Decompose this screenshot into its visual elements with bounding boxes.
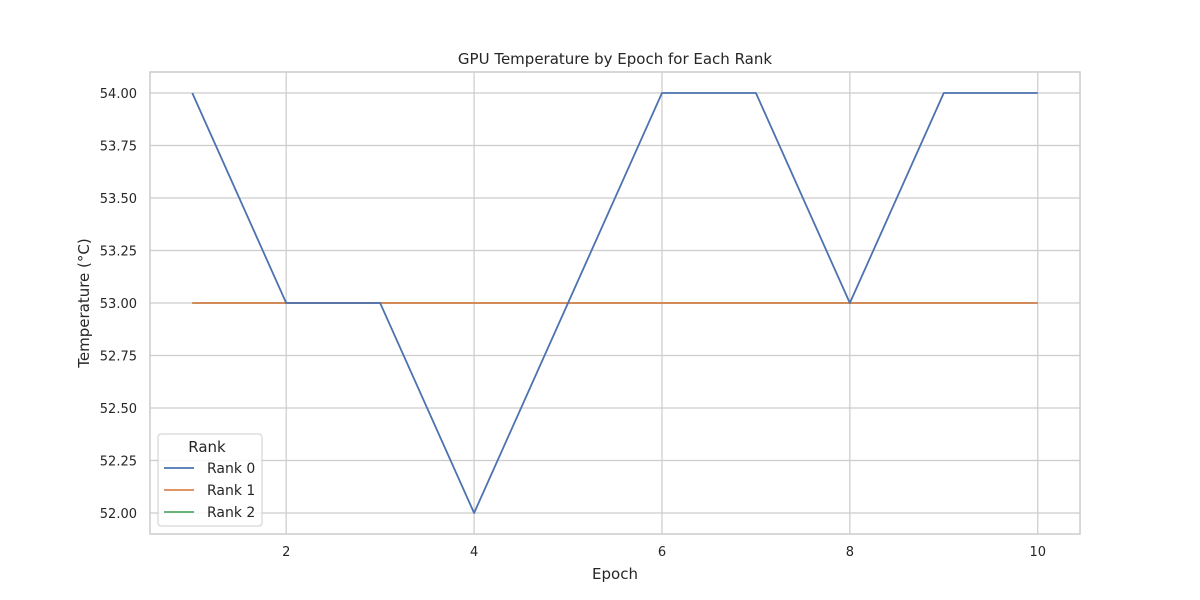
y-axis-ticks: 52.00 52.25 52.50 52.75 53.00 53.25 53.50 53.75…: [100, 87, 137, 522]
y-tick-label: 52.00: [100, 507, 137, 522]
y-tick-label: 53.75: [100, 140, 137, 155]
y-tick-label: 52.50: [100, 402, 137, 417]
legend: Rank Rank 0 Rank 1 Rank 2: [157, 433, 263, 527]
legend-entry-label: Rank 1: [207, 483, 255, 499]
y-tick-label: 54.00: [100, 87, 137, 102]
chart-title: GPU Temperature by Epoch for Each Rank: [458, 50, 772, 68]
legend-entry-label: Rank 2: [207, 505, 255, 521]
legend-title: Rank: [188, 438, 226, 456]
x-tick-label: 2: [282, 545, 290, 560]
y-axis-label: Temperature (°C): [75, 238, 93, 368]
series-lines: [191, 92, 1038, 514]
y-tick-label: 53.25: [100, 245, 137, 260]
y-tick-label: 52.75: [100, 350, 137, 365]
x-tick-label: 10: [1029, 545, 1046, 560]
y-tick-label: 52.25: [100, 455, 137, 470]
plot-area-frame: [149, 71, 1081, 535]
legend-box: [157, 433, 263, 527]
x-axis-ticks: 2 4 6 8 10: [282, 545, 1046, 560]
legend-entry-label: Rank 0: [207, 461, 255, 477]
x-tick-label: 8: [846, 545, 854, 560]
series-line-rank-0: [191, 92, 1038, 514]
y-tick-label: 53.00: [100, 297, 137, 312]
x-tick-label: 6: [658, 545, 666, 560]
x-axis-label: Epoch: [592, 565, 638, 583]
y-tick-label: 53.50: [100, 192, 137, 207]
x-tick-label: 4: [470, 545, 478, 560]
